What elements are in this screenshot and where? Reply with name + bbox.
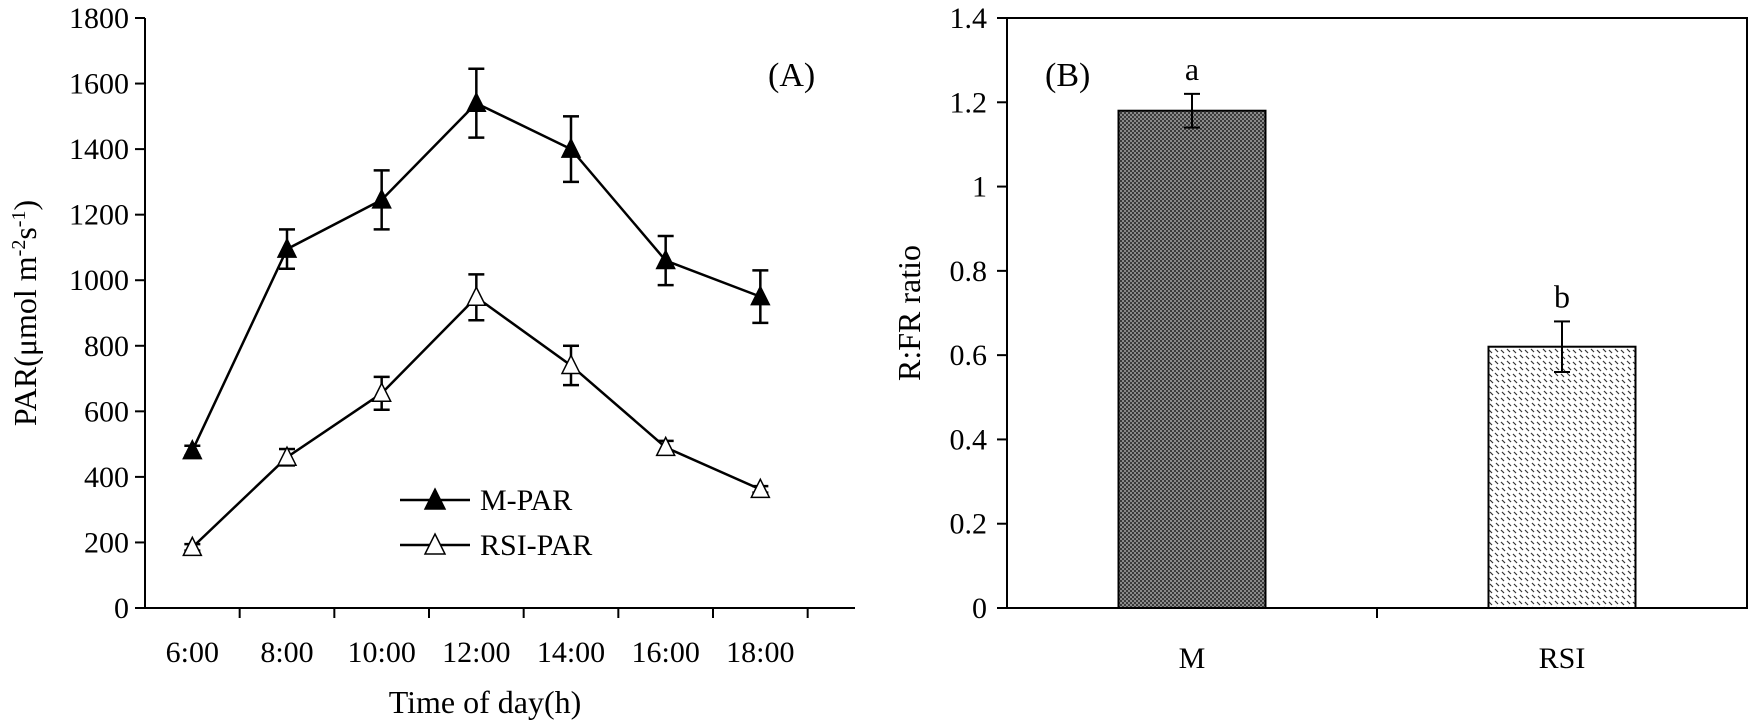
significance-letter: a (1185, 51, 1199, 87)
panel-a-x-title: Time of day(h) (389, 684, 582, 720)
panel-a-x-tick-label: 18:00 (726, 636, 794, 669)
panel-a-y-tick-label: 1400 (69, 133, 129, 166)
panel-b-label: (B) (1045, 57, 1090, 94)
panel-a-y-tick-label: 800 (84, 330, 129, 363)
data-point (276, 237, 298, 258)
bar-rsi (1487, 345, 1637, 609)
data-point (560, 137, 582, 158)
data-point (182, 438, 203, 460)
data-point (371, 381, 392, 403)
panel-b-x-tick-label: M (1179, 642, 1206, 675)
data-point (750, 284, 771, 306)
panel-b-x-tick-label: RSI (1539, 642, 1586, 675)
panel-b-y-tick-label: 1.2 (950, 86, 988, 119)
data-point (655, 435, 676, 457)
data-point (655, 248, 676, 270)
panel-a-x-tick-label: 8:00 (260, 636, 313, 669)
legend-m-par-marker (423, 487, 447, 510)
panel-a-y-tick-label: 1800 (69, 2, 129, 35)
panel-a-y-tick-label: 400 (84, 461, 129, 494)
panel-a-y-tick-label: 0 (114, 592, 129, 625)
panel-a-y-tick-label: 1200 (69, 199, 129, 232)
panel-a-legend: M-PAR RSI-PAR (400, 484, 592, 562)
panel-a-line-chart: 0 200 400 600 800 1000 1200 1400 1600 1800 6:00 8:… (7, 2, 855, 720)
panel-a-x-tick-label: 12:00 (442, 636, 510, 669)
bar-m (1117, 109, 1267, 609)
panel-a-y-tick-label: 200 (84, 526, 129, 559)
legend-rsi-par-marker (423, 532, 447, 555)
panel-a-y-tick-label: 1600 (69, 68, 129, 101)
panel-a-x-tick-label: 14:00 (537, 636, 605, 669)
panel-b-bar-chart: 0 0.2 0.4 0.6 0.8 1 1.2 1.4 M RSI (B) R:FR ratio… (891, 2, 1748, 675)
legend-rsi-par-text: RSI-PAR (480, 529, 592, 562)
panel-b-y-tick-label: 1 (972, 171, 987, 204)
panel-a-x-tick-label: 16:00 (631, 636, 699, 669)
panel-a-x-tick-label: 6:00 (166, 636, 219, 669)
significance-letter: b (1554, 278, 1570, 314)
series-m-par (182, 67, 771, 460)
panel-a-y-tick-label: 600 (84, 395, 129, 428)
panel-a-x-tick-label: 10:00 (347, 636, 415, 669)
panel-a-y-tick-label: 1000 (69, 264, 129, 297)
data-point (276, 445, 298, 466)
panel-a-y-title: PAR(μmol m-2s-1) (7, 200, 43, 426)
panel-b-y-title: R:FR ratio (891, 245, 927, 381)
panel-b-y-tick-label: 0.4 (950, 423, 988, 456)
data-point (560, 353, 582, 375)
panel-b-y-tick-label: 1.4 (950, 2, 988, 35)
panel-b-y-tick-label: 0.2 (950, 508, 988, 541)
panel-b-y-tick-label: 0.6 (950, 339, 988, 372)
data-point (466, 91, 487, 112)
data-point (371, 188, 392, 209)
data-point (750, 477, 771, 499)
series-line (191, 295, 761, 549)
series-rsi-par (182, 273, 771, 557)
panel-a-label: (A) (768, 57, 815, 94)
legend-m-par-text: M-PAR (480, 484, 572, 517)
data-point (182, 535, 203, 557)
panel-b-y-tick-label: 0.8 (950, 255, 988, 288)
data-point (466, 285, 487, 307)
panel-b-y-tick-label: 0 (972, 592, 987, 625)
